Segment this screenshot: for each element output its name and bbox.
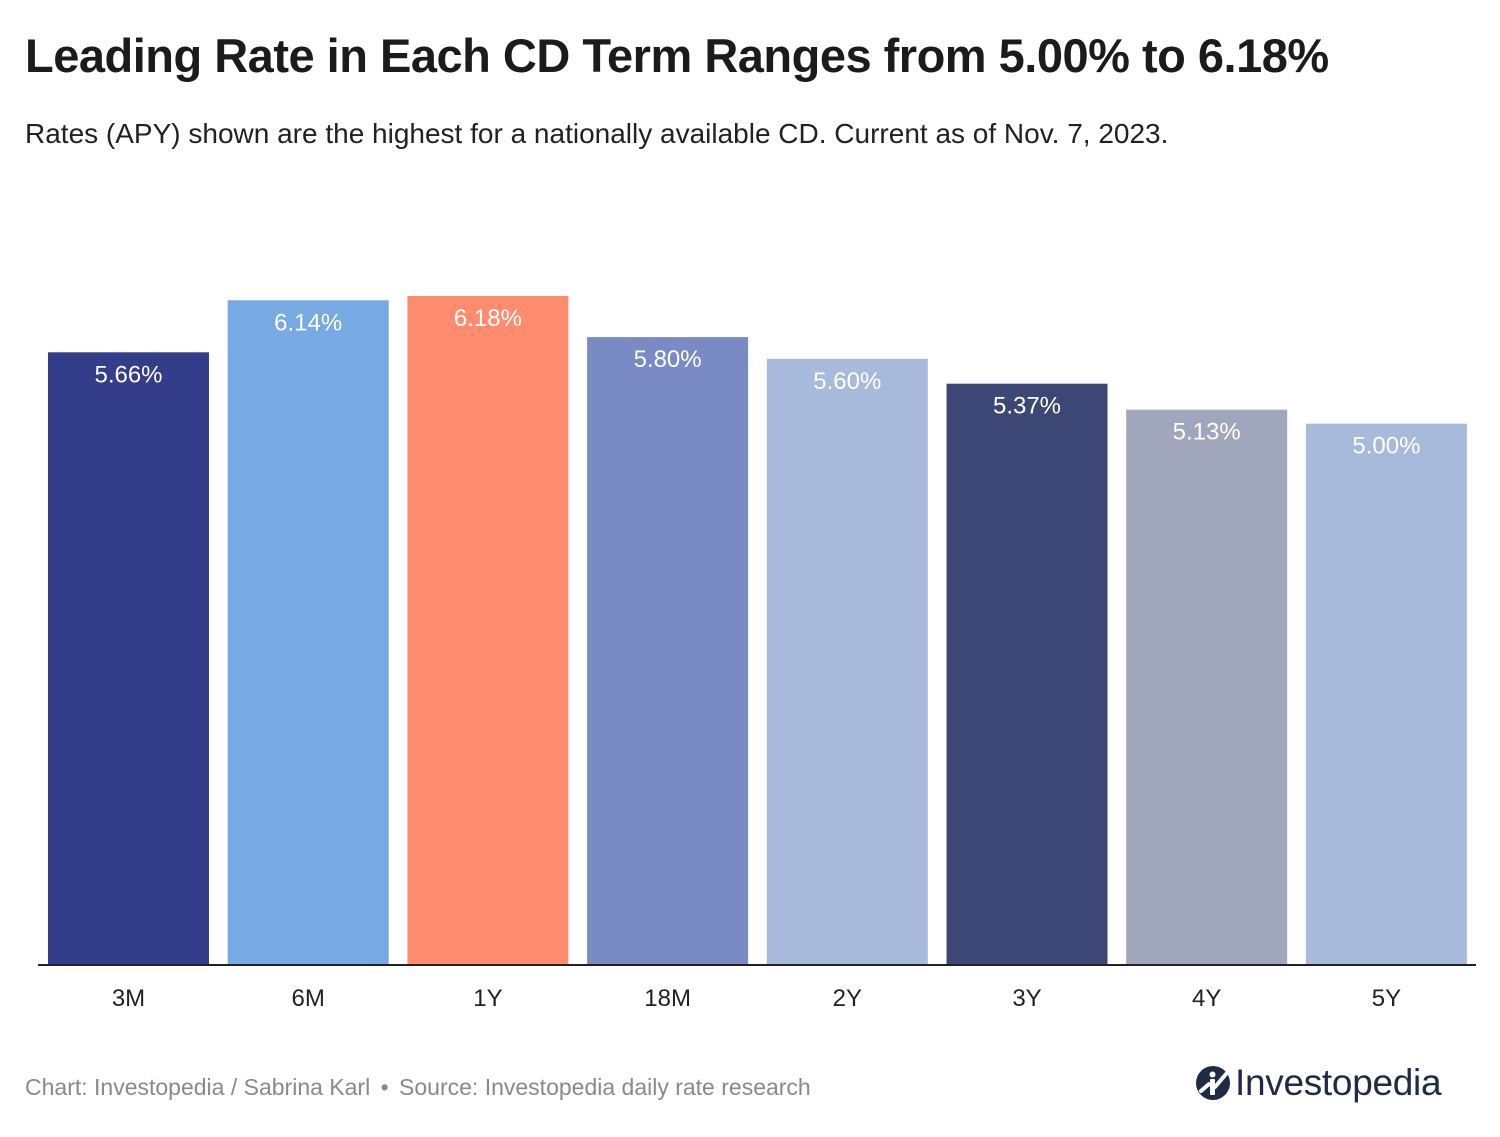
- investopedia-brand: Investopedia: [1195, 1058, 1442, 1108]
- x-tick-18m: 18M: [644, 985, 691, 1012]
- data-label-6m: 6.14%: [274, 309, 342, 336]
- x-tick-2y: 2Y: [833, 985, 862, 1012]
- data-label-3y: 5.37%: [993, 393, 1061, 420]
- x-tick-1y: 1Y: [473, 985, 502, 1012]
- bar-1y: [407, 296, 569, 965]
- x-tick-4y: 4Y: [1192, 985, 1221, 1012]
- bars-group: 5.66% 6.14% 6.18% 5.80% 5.60% 5.37% 5.13% 5.00%: [48, 296, 1467, 966]
- brand-name: Investopedia: [1235, 1062, 1442, 1103]
- footer-separator: •: [380, 1074, 389, 1100]
- data-label-4y: 5.13%: [1173, 419, 1241, 446]
- x-tick-6m: 6M: [292, 985, 325, 1012]
- bar-3m: [48, 352, 209, 965]
- chart-source: Source: Investopedia daily rate research: [399, 1074, 811, 1100]
- data-label-3m: 5.66%: [94, 361, 162, 388]
- bar-18m: [587, 337, 749, 966]
- chart-subtitle: Rates (APY) shown are the highest for a …: [25, 118, 1169, 149]
- chart-footer: Chart: Investopedia / Sabrina Karl • Sou…: [25, 1074, 811, 1101]
- bar-5y: [1305, 423, 1467, 965]
- investopedia-logo-icon: [1196, 1066, 1230, 1100]
- data-label-1y: 6.18%: [454, 305, 522, 332]
- bar-chart: 5.66% 6.14% 6.18% 5.80% 5.60% 5.37% 5.13% 5.00%…: [38, 296, 1476, 1012]
- x-tick-5y: 5Y: [1372, 985, 1401, 1012]
- bar-6m: [227, 300, 389, 965]
- bar-4y: [1126, 409, 1288, 965]
- x-tick-labels: 3M 6M 1Y 18M 2Y 3Y 4Y 5Y: [112, 985, 1401, 1012]
- bar-3y: [946, 383, 1108, 965]
- data-label-2y: 5.60%: [813, 368, 881, 395]
- x-tick-3m: 3M: [112, 985, 145, 1012]
- chart-credit: Chart: Investopedia / Sabrina Karl: [25, 1074, 371, 1100]
- data-label-18m: 5.80%: [634, 346, 702, 373]
- data-label-5y: 5.00%: [1352, 433, 1420, 460]
- bar-2y: [766, 358, 928, 965]
- x-tick-3y: 3Y: [1012, 985, 1041, 1012]
- chart-title: Leading Rate in Each CD Term Ranges from…: [25, 29, 1329, 82]
